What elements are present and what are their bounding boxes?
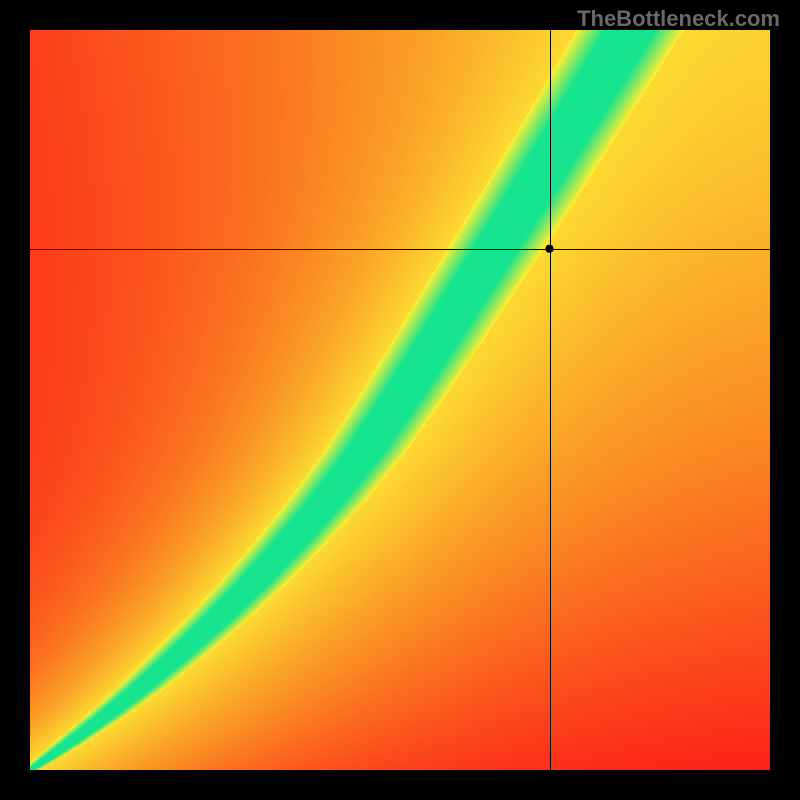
chart-container: TheBottleneck.com (0, 0, 800, 800)
bottleneck-heatmap (0, 0, 800, 800)
watermark-text: TheBottleneck.com (577, 6, 780, 32)
